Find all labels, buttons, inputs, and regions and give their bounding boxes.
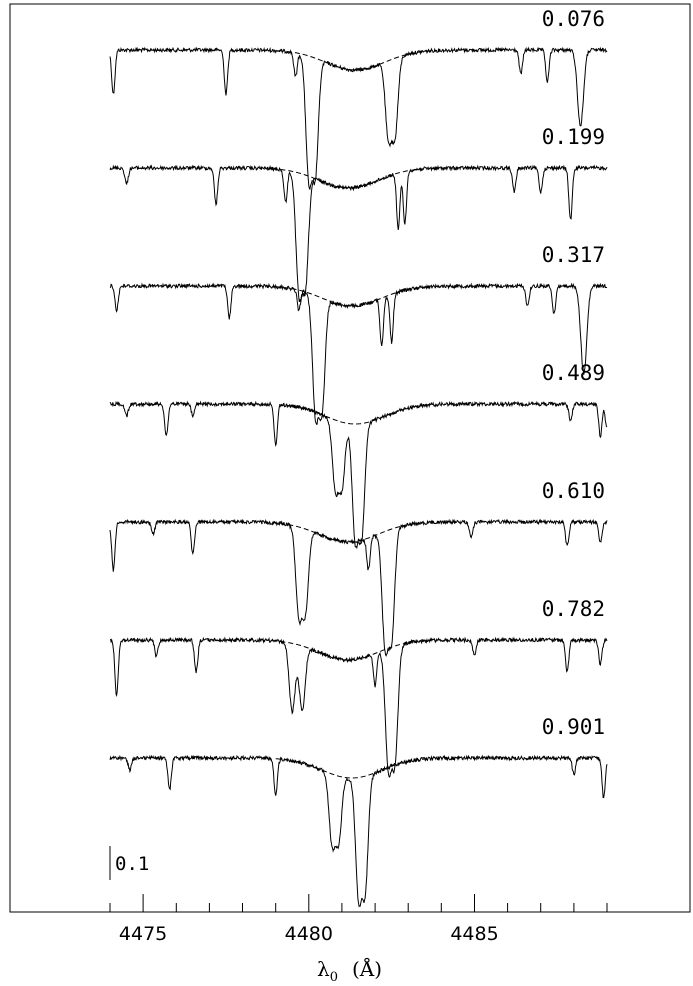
phase-label: 0.317 <box>542 243 605 267</box>
x-axis-label: λ0 (Å) <box>317 956 382 985</box>
model-profile-0.782 <box>272 640 425 661</box>
scale-bar-label: 0.1 <box>115 853 149 875</box>
svg-text:λ0(Å): λ0 (Å) <box>317 956 382 985</box>
x-axis: 4475 4480 4485 <box>109 894 608 945</box>
model-profile-0.076 <box>278 50 432 71</box>
spectrum-line-0.610 <box>109 518 608 657</box>
phase-label: 0.901 <box>542 715 605 739</box>
x-axis-symbol: λ <box>317 957 330 981</box>
spectrum-line-0.076 <box>109 46 608 191</box>
plot-frame <box>9 3 691 913</box>
phase-label: 0.610 <box>542 479 605 503</box>
phase-label: 0.489 <box>542 361 605 385</box>
model-profile-0.489 <box>278 404 432 425</box>
x-tick-label: 4485 <box>450 923 498 945</box>
x-tick-label: 4480 <box>285 923 333 945</box>
spectrum-line-0.901 <box>109 754 608 908</box>
phase-labels: 0.076 0.199 0.317 0.489 0.610 0.782 0.901 <box>542 7 605 739</box>
x-axis-subscript: 0 <box>330 970 338 985</box>
phase-label: 0.076 <box>542 7 605 31</box>
x-tick-label: 4475 <box>119 923 167 945</box>
model-profile-0.610 <box>272 522 425 543</box>
spectrum-line-0.489 <box>109 400 608 550</box>
x-axis-unit: (Å) <box>352 956 382 981</box>
model-profile-0.901 <box>275 758 429 779</box>
phase-label: 0.782 <box>542 597 605 621</box>
spectra-group <box>109 46 608 908</box>
phase-label: 0.199 <box>542 125 605 149</box>
spectrum-line-0.317 <box>109 282 608 425</box>
model-profile-0.317 <box>275 286 429 307</box>
model-profile-0.199 <box>272 168 425 189</box>
scale-bar: 0.1 <box>109 846 149 880</box>
spectrum-line-0.199 <box>109 164 608 303</box>
